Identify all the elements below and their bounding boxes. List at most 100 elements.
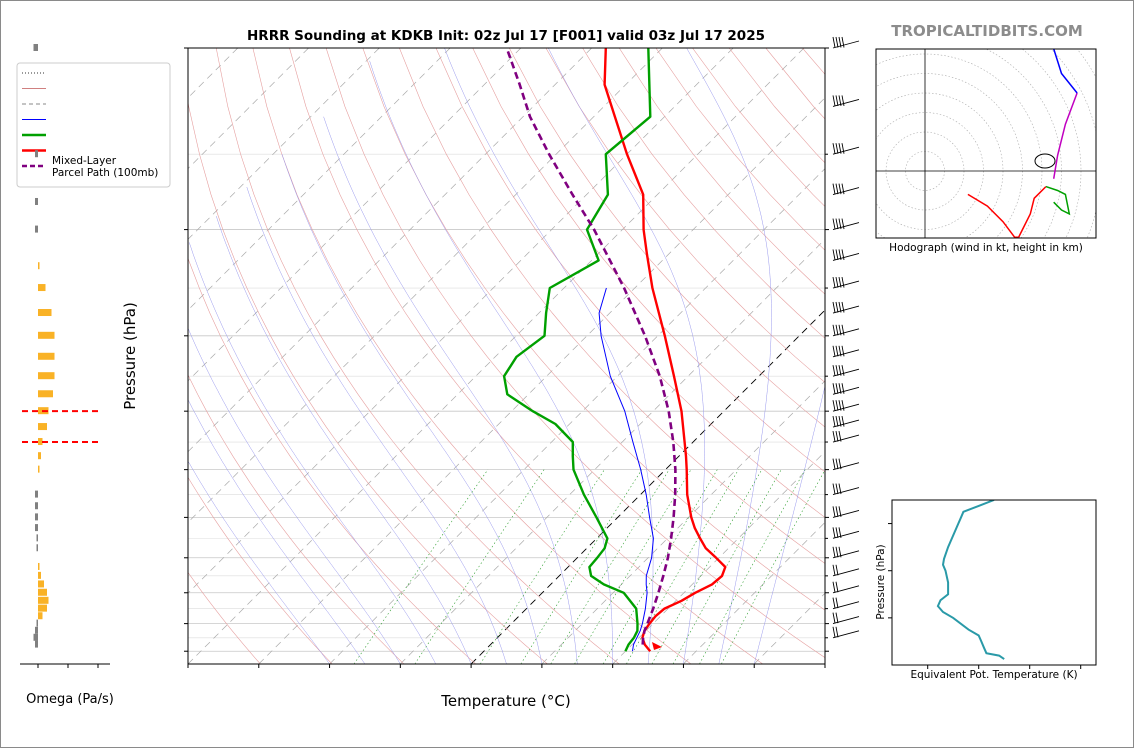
dry-adiabat [728, 48, 825, 164]
theta-e-panel [888, 500, 1082, 669]
barb-staff [832, 550, 860, 559]
barb-flag [835, 527, 839, 538]
dry-adiabat [435, 48, 825, 518]
omega-bar [38, 372, 55, 380]
wind-barb [832, 527, 860, 539]
series-dewpoint [502, 48, 652, 652]
barb-staff [832, 386, 860, 395]
barb-flag [832, 415, 836, 427]
barb-flag [838, 527, 842, 538]
barb-flag [835, 483, 839, 495]
barb-flag [832, 626, 836, 638]
omega-bar [38, 438, 43, 446]
hodograph-segment [1052, 92, 1078, 179]
wind-barb [832, 458, 860, 471]
dry-adiabat [289, 48, 763, 664]
barb-flag [835, 430, 839, 442]
omega-bar [33, 44, 38, 51]
barb-flag [832, 345, 836, 357]
barb-flag [832, 365, 836, 376]
omega-bar [36, 619, 38, 627]
barb-flag [838, 249, 842, 261]
dry-adiabat [692, 48, 825, 207]
wind-barb [832, 218, 860, 231]
dry-adiabat [215, 48, 620, 664]
wind-barb [832, 564, 860, 577]
hodograph-segment [967, 193, 1019, 238]
skewt-annotations [652, 642, 662, 650]
skewt-xlabel: Temperature (°C) [440, 692, 570, 710]
barb-flag [835, 324, 839, 336]
legend: Mixed-Layer Parcel Path (100mb) [16, 62, 171, 188]
hodograph-frame [875, 48, 1097, 239]
dry-adiabat [399, 48, 825, 564]
wind-barb [832, 506, 860, 518]
barb-staff [832, 419, 860, 428]
barb-flag [838, 506, 842, 517]
omega-bar [38, 465, 40, 473]
series-temperature [603, 48, 727, 652]
legend-label-line1: Mixed-Layer [52, 155, 117, 167]
mixing-ratio-line [550, 469, 670, 664]
mixing-ratio-line [626, 469, 739, 664]
barb-flag [835, 546, 839, 558]
omega-bar [38, 604, 47, 612]
wind-barb [832, 430, 860, 443]
barb-flag [838, 458, 842, 470]
barb-staff [832, 187, 860, 196]
hodograph [876, 49, 1096, 238]
wind-barb [832, 483, 860, 496]
barb-flag [835, 383, 839, 394]
barb-flag [838, 546, 842, 558]
omega-bar [35, 225, 38, 233]
isotherm [188, 48, 309, 170]
barb-flag [835, 415, 839, 427]
theta-e-line [936, 500, 1005, 660]
barb-staff [832, 568, 860, 577]
pseudoadiabat [548, 48, 705, 664]
mixing-ratio-line [651, 469, 763, 664]
wind-barb [832, 597, 860, 610]
omega-bar [33, 633, 38, 641]
barb-flag [838, 345, 842, 357]
barb-flag [838, 218, 842, 230]
wind-barb [832, 276, 860, 289]
dry-adiabat [802, 48, 825, 75]
barb-flag [841, 415, 845, 427]
barb-flag [835, 458, 839, 470]
barb-flag [838, 324, 842, 336]
barb-flag [832, 218, 836, 230]
isotherm [188, 48, 663, 523]
surface-arrow [652, 642, 662, 650]
pseudoadiabat [369, 60, 613, 664]
barb-flag [841, 301, 845, 313]
barb-flag [838, 383, 842, 394]
barb-flag [835, 365, 839, 376]
omega-bar [35, 513, 38, 521]
wind-barb [832, 301, 860, 314]
watermark: TROPICALTIDBITS.COM [891, 22, 1083, 40]
pseudoadiabat [188, 327, 401, 664]
skewt-series [502, 48, 727, 652]
barb-flag [838, 143, 842, 154]
barb-flag [832, 400, 836, 411]
barb-staff [832, 403, 860, 412]
barb-flag [835, 400, 839, 411]
barb-flag [832, 276, 836, 288]
barb-flag [835, 581, 839, 593]
barb-staff [832, 280, 860, 289]
dry-adiabat [472, 48, 825, 473]
barb-staff [832, 530, 860, 539]
barb-flag [832, 546, 836, 558]
barb-flag [841, 36, 845, 48]
legend-label-line2: Parcel Path (100mb) [52, 167, 158, 179]
omega-bar [35, 150, 38, 158]
omega-bar [38, 284, 46, 292]
skewt-grid [188, 48, 825, 664]
barb-flag [832, 301, 836, 313]
wind-barb [832, 365, 860, 377]
barb-flag [838, 95, 842, 107]
omega-bar [35, 524, 38, 532]
barb-flag [835, 143, 839, 154]
hodograph-caption: Hodograph (wind in kt, height in km) [889, 242, 1083, 254]
